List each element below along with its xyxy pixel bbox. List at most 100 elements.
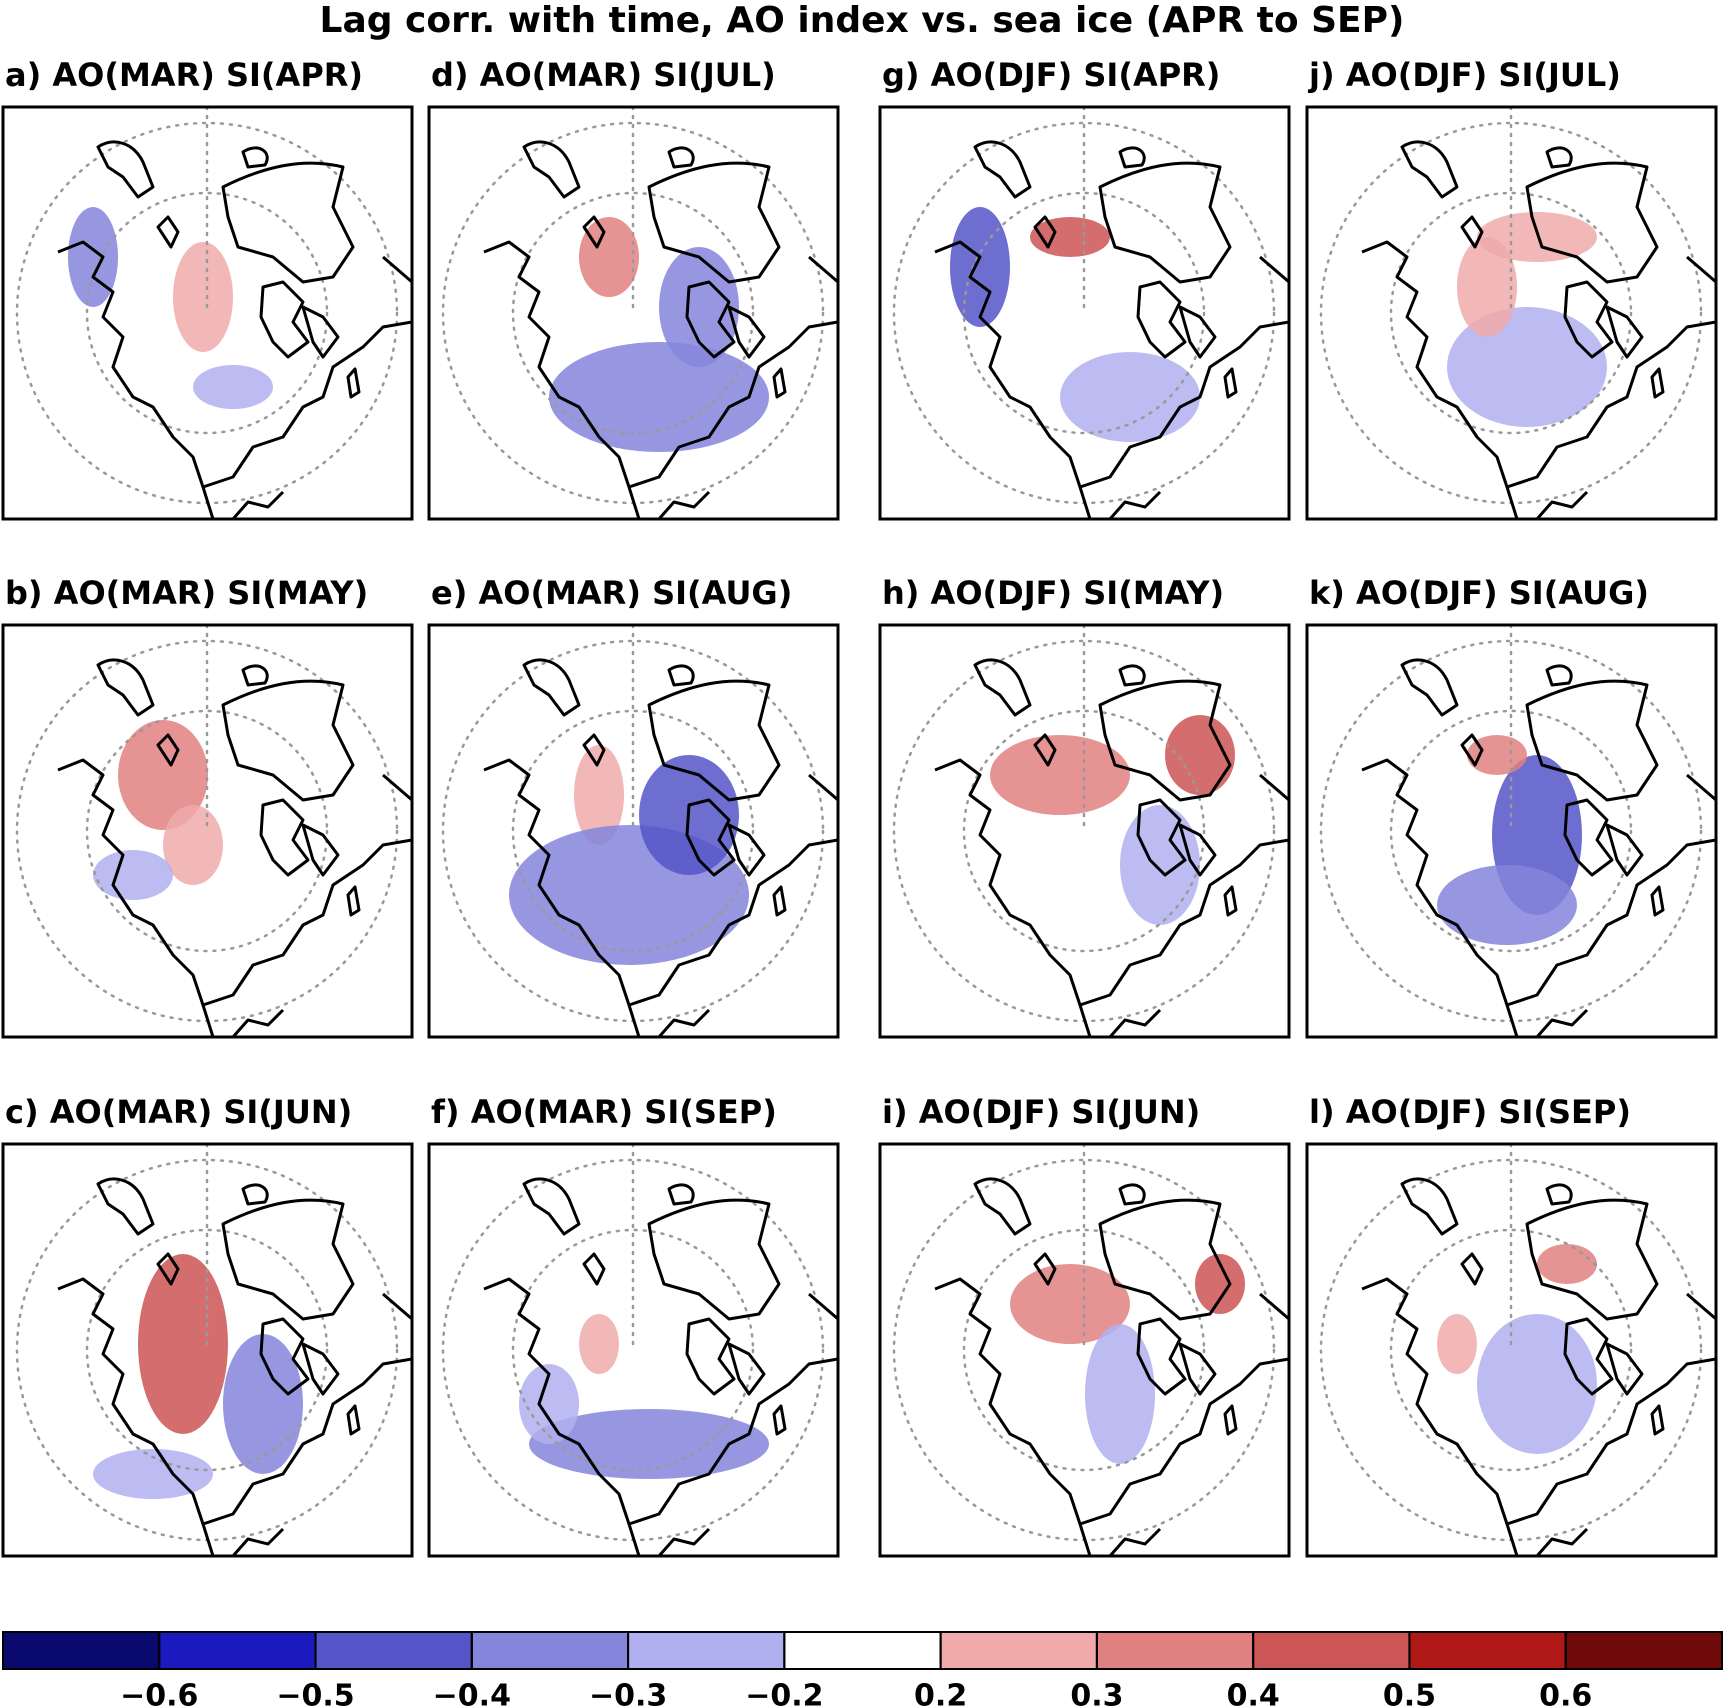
anomaly-region <box>1195 1254 1245 1314</box>
panel-label: c) AO(MAR) SI(JUN) <box>5 1093 352 1131</box>
colorbar-box <box>1252 1631 1411 1670</box>
colorbar: −0.6 −0.5 −0.4 −0.3 −0.2 0.2 0.3 0.4 0.5 0.6 <box>2 1631 1724 1708</box>
anomaly-region <box>990 735 1130 815</box>
anomaly-region <box>93 850 173 900</box>
anomaly-region <box>118 720 208 830</box>
anomaly-region <box>579 1314 619 1374</box>
colorbar-box <box>783 1631 942 1670</box>
panel-frame <box>878 105 1291 521</box>
colorbar-tick-label: 0.4 <box>1227 1679 1280 1708</box>
colorbar-box <box>1095 1631 1255 1670</box>
colorbar-box <box>314 1631 473 1670</box>
colorbar-tick-label: −0.2 <box>745 1679 823 1708</box>
map-content <box>1319 1144 1716 1556</box>
colorbar-tick-label: −0.4 <box>433 1679 511 1708</box>
map-panel <box>427 623 840 1039</box>
panel-frame <box>1 105 414 521</box>
map-content <box>892 1144 1289 1556</box>
map-panel <box>1305 623 1718 1039</box>
anomaly-region <box>1165 715 1235 795</box>
colorbar-tick-label: 0.5 <box>1383 1679 1436 1708</box>
map-content <box>15 625 412 1037</box>
anomaly-region <box>1437 865 1577 945</box>
latitude-circle <box>1389 191 1633 435</box>
map-panel <box>1 1142 414 1558</box>
anomaly-region <box>138 1254 228 1434</box>
anomaly-region <box>519 1364 579 1444</box>
latitude-circle <box>1389 709 1633 953</box>
map-panel <box>427 105 840 521</box>
map-content <box>892 107 1289 519</box>
anomaly-region <box>659 247 739 367</box>
map-content <box>15 1144 412 1556</box>
anomaly-region <box>1010 1264 1130 1344</box>
anomaly-region <box>1537 1244 1597 1284</box>
latitude-circle <box>1389 1228 1633 1472</box>
panel-label: i) AO(DJF) SI(JUN) <box>882 1093 1200 1131</box>
anomaly-region <box>1437 1314 1477 1374</box>
anomaly-region <box>549 342 769 452</box>
latitude-circle <box>85 1228 329 1472</box>
colorbar-box <box>1408 1631 1567 1670</box>
colorbar-box <box>939 1631 1098 1670</box>
map-content <box>15 107 412 519</box>
map-panel <box>1 105 414 521</box>
anomaly-region <box>1085 1324 1155 1464</box>
panel-frame <box>878 623 1291 1039</box>
latitude-circle <box>962 191 1206 435</box>
panel-label: g) AO(DJF) SI(APR) <box>882 56 1220 94</box>
anomaly-region <box>68 207 118 307</box>
map-panel <box>427 1142 840 1558</box>
panel-label: f) AO(MAR) SI(SEP) <box>431 1093 777 1131</box>
latitude-circle <box>511 191 755 435</box>
anomaly-region <box>93 1449 213 1499</box>
colorbar-box <box>470 1631 630 1670</box>
latitude-circle <box>85 191 329 435</box>
map-content <box>1319 625 1716 1037</box>
panel-grid: a) AO(MAR) SI(APR) b) AO(MAR) SI(MAY) c) A… <box>1 56 1718 1558</box>
latitude-circle <box>85 709 329 953</box>
panel-frame <box>1305 623 1718 1039</box>
colorbar-tick-label: −0.3 <box>589 1679 667 1708</box>
map-panel <box>878 105 1291 521</box>
panel-label: e) AO(MAR) SI(AUG) <box>431 574 792 612</box>
map-panel <box>878 623 1291 1039</box>
anomaly-region <box>173 242 233 352</box>
anomaly-region <box>1120 805 1200 925</box>
anomaly-region <box>1060 352 1200 442</box>
map-content <box>892 625 1289 1037</box>
colorbar-tick-label: −0.5 <box>276 1679 354 1708</box>
panel-label: h) AO(DJF) SI(MAY) <box>882 574 1224 612</box>
map-content <box>1319 107 1716 519</box>
panel-frame <box>1 1142 414 1558</box>
map-panel <box>1305 1142 1718 1558</box>
anomaly-region <box>950 207 1010 327</box>
colorbar-box <box>158 1631 317 1670</box>
anomaly-region <box>1457 237 1517 337</box>
map-content <box>441 625 838 1037</box>
colorbar-tick-label: 0.6 <box>1539 1679 1592 1708</box>
colorbar-box <box>1564 1631 1724 1670</box>
latitude-circle <box>511 1228 755 1472</box>
anomaly-region <box>1477 1314 1597 1454</box>
panel-label: b) AO(MAR) SI(MAY) <box>5 574 368 612</box>
anomaly-region <box>193 365 273 409</box>
colorbar-tick-label: −0.6 <box>120 1679 198 1708</box>
colorbar-box <box>627 1631 786 1670</box>
anomaly-region <box>579 217 639 297</box>
panel-label: d) AO(MAR) SI(JUL) <box>431 56 776 94</box>
map-panel <box>1305 105 1718 521</box>
panel-label: l) AO(DJF) SI(SEP) <box>1309 1093 1631 1131</box>
map-panel <box>1 623 414 1039</box>
latitude-circle <box>511 709 755 953</box>
map-content <box>441 1144 838 1556</box>
panel-frame <box>1 623 414 1039</box>
colorbar-tick-label: 0.3 <box>1070 1679 1123 1708</box>
anomaly-region <box>1477 212 1597 262</box>
panel-label: a) AO(MAR) SI(APR) <box>5 56 363 94</box>
colorbar-box <box>2 1631 161 1670</box>
map-panel <box>878 1142 1291 1558</box>
panel-frame <box>878 1142 1291 1558</box>
anomaly-region <box>223 1334 303 1474</box>
